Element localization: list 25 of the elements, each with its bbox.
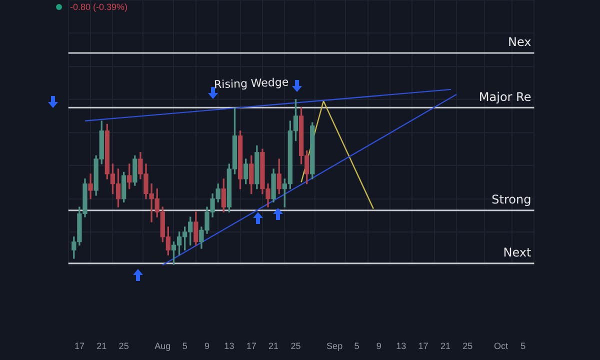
x-tick-label: 5 [182, 340, 188, 351]
x-tick-label: 9 [204, 340, 210, 351]
x-tick-label: 17 [418, 340, 428, 351]
x-tick-label: 5 [354, 340, 360, 351]
text: -0.80 (-0.39%) [70, 2, 128, 12]
x-tick-label: 17 [246, 340, 256, 351]
x-tick-label: Aug [154, 340, 171, 351]
x-tick-label: 21 [440, 340, 450, 351]
x-tick-label: 21 [96, 340, 107, 351]
x-tick-label: 25 [118, 340, 129, 351]
x-tick-label: 13 [396, 340, 406, 351]
ref-line-label: Next [503, 245, 532, 260]
x-tick-label: 17 [74, 340, 84, 351]
x-tick-label: Sep [326, 340, 343, 351]
x-tick-label: 21 [268, 340, 279, 351]
x-tick-label: 25 [290, 340, 301, 351]
ref-line-label: Major Re [478, 90, 532, 104]
text: Rising Wedge [214, 76, 289, 92]
x-tick-label: 25 [462, 340, 473, 351]
x-tick-label: 13 [224, 340, 234, 351]
ref-line-label: Nex [508, 35, 532, 50]
x-tick-label: Oct [494, 340, 508, 351]
ref-line-label: Strong [492, 192, 532, 206]
x-tick-label: 5 [520, 340, 526, 351]
x-tick-label: 9 [376, 340, 382, 351]
